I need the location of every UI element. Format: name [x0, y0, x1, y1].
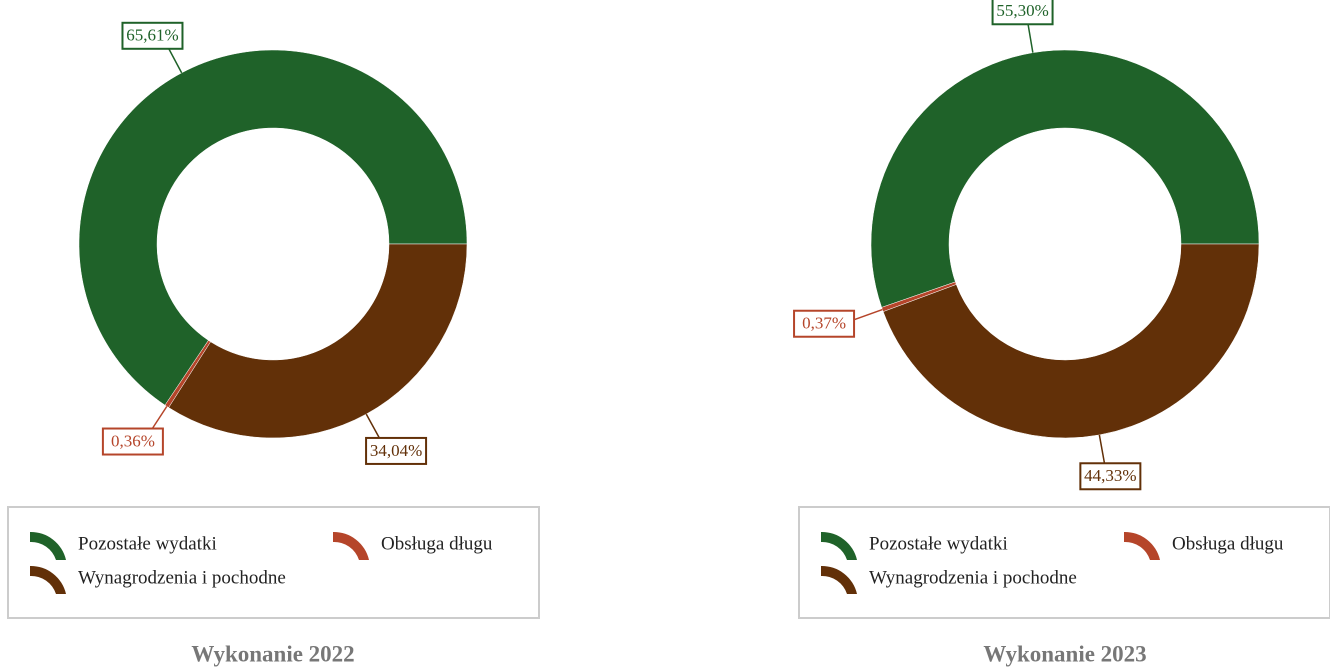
legend-icon: [821, 565, 857, 594]
value-label: 34,04%: [370, 441, 422, 460]
chart-title: Wykonanie 2022: [191, 641, 354, 666]
leader-line: [365, 413, 382, 441]
value-label-box: [991, 0, 1054, 26]
leader-line: [149, 405, 168, 432]
value-label-box: [365, 436, 428, 465]
leader-line: [853, 308, 883, 321]
leader-line: [166, 46, 183, 74]
value-label-box: [101, 427, 164, 456]
legend-icon: [30, 565, 66, 594]
chart-title: Wykonanie 2023: [983, 641, 1146, 666]
value-label: 44,33%: [1084, 466, 1136, 485]
value-label-box: [1079, 462, 1142, 491]
legend-label: Wynagrodzenia i pochodne: [78, 567, 286, 588]
leader-line: [1027, 22, 1034, 53]
legend-icon: [1124, 531, 1160, 560]
legend-box: [7, 506, 540, 619]
legend-label: Pozostałe wydatki: [869, 533, 1008, 554]
legend-label: Pozostałe wydatki: [78, 533, 217, 554]
value-label-box: [121, 21, 184, 50]
legend-icon: [333, 531, 369, 560]
donut-segment: [78, 49, 468, 406]
legend-box: [798, 506, 1330, 619]
donut-segment: [870, 49, 1260, 308]
value-label: 65,61%: [126, 26, 178, 45]
legend-icon: [30, 531, 66, 560]
value-label: 55,30%: [996, 1, 1048, 20]
legend-icon: [821, 531, 857, 560]
legend-label: Obsługa długu: [1172, 533, 1284, 554]
value-label: 0,37%: [802, 314, 846, 333]
leader-line: [1098, 434, 1106, 465]
value-label: 0,36%: [111, 431, 155, 450]
value-label-box: [793, 309, 856, 338]
donut-segment: [168, 243, 468, 439]
legend-label: Obsługa długu: [381, 533, 493, 554]
legend-label: Wynagrodzenia i pochodne: [869, 567, 1077, 588]
